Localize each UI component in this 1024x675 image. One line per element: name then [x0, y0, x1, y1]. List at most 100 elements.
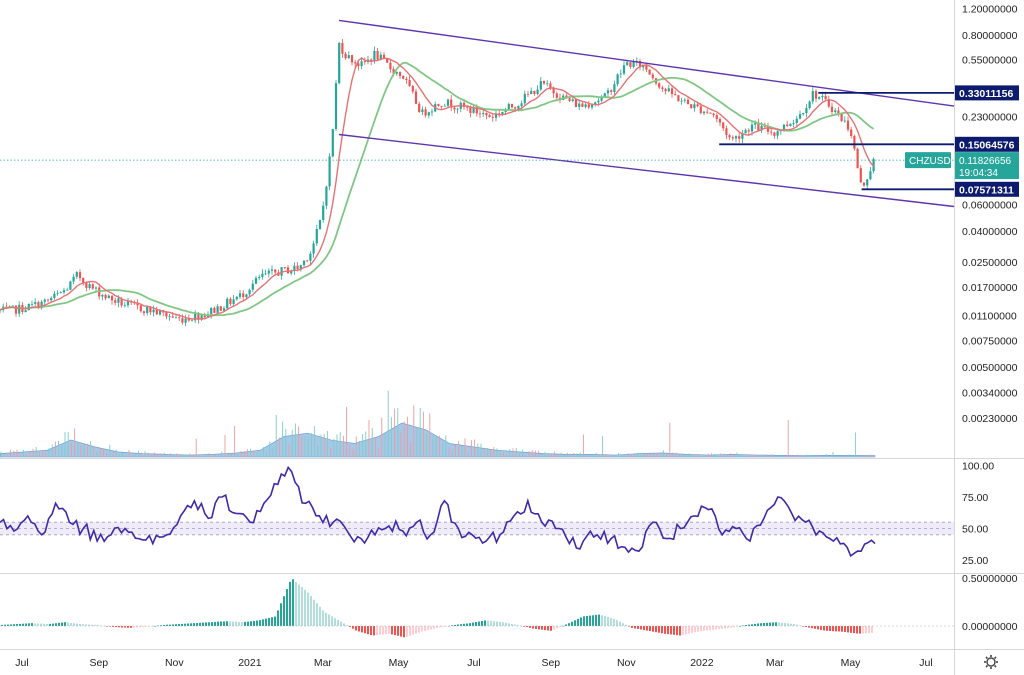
candle-body	[139, 305, 142, 312]
candle-body	[802, 113, 805, 115]
macd-histogram-bar	[490, 620, 492, 626]
candle-body	[702, 111, 706, 114]
macd-histogram-bar	[163, 624, 165, 626]
macd-histogram-bar	[289, 581, 291, 626]
macd-histogram-bar	[457, 624, 459, 626]
macd-histogram-bar	[88, 624, 90, 626]
candle-body	[440, 106, 443, 107]
macd-histogram-bar	[4, 624, 6, 626]
candle-body	[850, 129, 853, 136]
macd-histogram-bar	[424, 626, 426, 631]
macd-histogram-bar	[121, 626, 123, 628]
candle-body	[856, 148, 859, 169]
macd-histogram-bar	[856, 626, 858, 634]
candle-body	[872, 159, 875, 172]
time-axis-label: Nov	[165, 657, 184, 669]
macd-histogram-bar	[808, 626, 810, 628]
macd-histogram-bar	[322, 610, 324, 626]
price-tag-label: 0.07571311	[959, 184, 1014, 196]
candle-body	[837, 110, 840, 114]
macd-histogram-bar	[160, 625, 162, 626]
macd-histogram-bar	[550, 626, 552, 631]
macd-histogram-bar	[772, 622, 774, 626]
candle-body	[354, 62, 357, 64]
candle-body	[75, 272, 78, 277]
candle-body	[357, 63, 360, 67]
macd-histogram-bar	[286, 589, 288, 626]
candle-body	[222, 308, 226, 311]
macd-histogram-bar	[577, 618, 579, 626]
macd-histogram-bar	[139, 626, 141, 628]
macd-histogram-bar	[28, 623, 30, 626]
candle-body	[699, 106, 702, 114]
macd-histogram-bar	[529, 626, 531, 628]
candle-body	[469, 107, 472, 113]
macd-histogram-bar	[820, 626, 822, 630]
candle-body	[632, 62, 635, 67]
macd-histogram-bar	[730, 626, 732, 628]
macd-histogram-bar	[301, 587, 303, 626]
time-axis-label: 2021	[238, 657, 262, 669]
macd-histogram-bar	[253, 620, 255, 626]
macd-histogram-bar	[205, 622, 207, 626]
macd-histogram-bar	[64, 622, 66, 626]
macd-histogram-bar	[724, 626, 726, 629]
candle-body	[197, 313, 200, 320]
settings-gear-icon[interactable]	[984, 655, 998, 669]
candle-body	[587, 104, 590, 108]
macd-histogram-bar	[727, 626, 729, 629]
macd-histogram-bar	[697, 626, 699, 632]
candle-body	[34, 302, 37, 304]
macd-histogram-bar	[667, 626, 669, 635]
macd-histogram-bar	[673, 626, 675, 635]
candle-body	[136, 303, 139, 306]
price-tag	[955, 85, 1019, 101]
macd-histogram-bar	[805, 626, 807, 627]
candle-body	[53, 293, 56, 298]
candle-body	[341, 43, 344, 54]
macd-histogram-bar	[463, 623, 465, 626]
macd-histogram-bar	[244, 621, 246, 626]
macd-histogram-bar	[571, 621, 573, 626]
candle-body	[168, 316, 171, 318]
macd-histogram-bar	[823, 626, 825, 631]
macd-histogram-bar	[361, 626, 363, 633]
candle-body	[734, 136, 738, 139]
macd-histogram-bar	[634, 626, 636, 629]
candle-body	[155, 309, 158, 315]
candle-body	[430, 111, 434, 113]
candle-body	[667, 88, 670, 92]
macd-histogram-bar	[829, 626, 831, 631]
candle-body	[677, 95, 680, 102]
candle-body	[814, 91, 818, 99]
candle-body	[338, 43, 341, 84]
candle-body	[59, 292, 62, 294]
candle-body	[66, 289, 69, 291]
macd-histogram-bar	[343, 623, 345, 626]
price-tag	[955, 136, 1019, 152]
candle-body	[568, 98, 571, 101]
macd-histogram-bar	[202, 622, 204, 626]
candle-body	[411, 86, 414, 92]
macd-histogram-bar	[391, 626, 393, 635]
macd-histogram-bar	[226, 621, 228, 626]
price-axis-label: 0.02500000	[962, 257, 1018, 269]
macd-histogram-bar	[385, 626, 387, 634]
candle-body	[453, 107, 456, 110]
candle-body	[798, 114, 802, 119]
candle-body	[485, 113, 488, 116]
time-axis-label: Nov	[617, 657, 636, 669]
macd-histogram-bar	[217, 621, 219, 626]
time-axis-label: Jul	[467, 657, 480, 669]
macd-histogram-bar	[580, 617, 582, 626]
candle-body	[427, 112, 430, 116]
candle-body	[270, 269, 274, 271]
candle-body	[843, 120, 846, 122]
macd-histogram-bar	[346, 625, 348, 626]
macd-histogram-bar	[166, 624, 168, 626]
time-axis-label: Sep	[541, 657, 560, 669]
candle-body	[104, 294, 107, 299]
macd-histogram-bar	[271, 617, 273, 626]
